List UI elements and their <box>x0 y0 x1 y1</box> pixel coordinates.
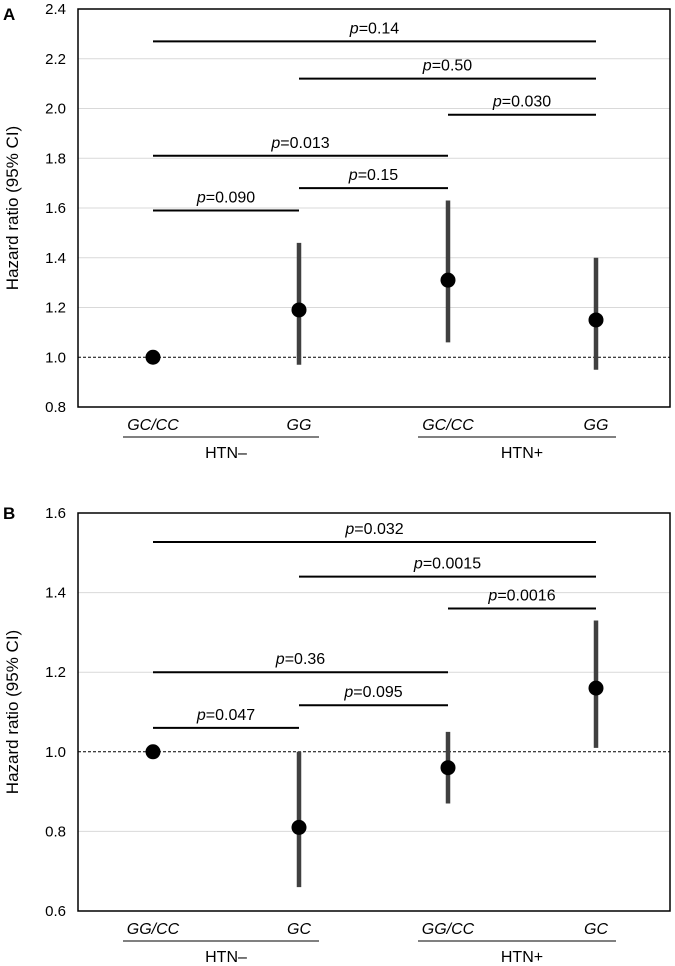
y-tick-label: 2.0 <box>45 101 66 118</box>
p-value-label: p=0.030 <box>492 94 551 111</box>
hazard-ratio-point <box>588 312 604 328</box>
p-value: =0.047 <box>206 707 255 724</box>
y-tick-label: 1.4 <box>45 250 66 267</box>
p-symbol: p <box>349 20 359 37</box>
y-axis-label: Hazard ratio (95% CI) <box>3 126 22 290</box>
y-tick-label: 1.0 <box>45 744 66 761</box>
p-value-label: p=0.032 <box>344 521 403 538</box>
p-symbol: p <box>492 94 502 111</box>
y-tick-label: 1.4 <box>45 585 66 602</box>
y-tick-label: 2.4 <box>45 1 66 18</box>
p-value: =0.013 <box>280 135 329 152</box>
p-symbol: p <box>413 556 423 573</box>
hazard-ratio-point <box>440 272 456 288</box>
p-value-label: p=0.0015 <box>413 556 481 573</box>
p-value-label: p=0.14 <box>349 20 399 37</box>
p-value: =0.14 <box>359 20 400 37</box>
genotype-label: GC <box>584 921 608 938</box>
y-tick-label: 0.6 <box>45 903 66 920</box>
p-value: =0.0015 <box>423 556 481 573</box>
y-tick-label: 0.8 <box>45 399 66 416</box>
p-value-label: p=0.047 <box>196 707 255 724</box>
p-symbol: p <box>196 707 206 724</box>
hazard-ratio-point <box>588 680 604 696</box>
group-label: HTN– <box>205 949 247 966</box>
p-value: =0.0016 <box>497 588 555 605</box>
p-value-label: p=0.013 <box>270 135 329 152</box>
genotype-label: GG/CC <box>127 921 180 938</box>
genotype-label: GC/CC <box>127 417 179 434</box>
p-value: =0.50 <box>432 58 473 75</box>
genotype-label: GC/CC <box>422 417 474 434</box>
genotype-label: GG <box>584 417 609 434</box>
hazard-ratio-point <box>145 349 161 365</box>
y-axis-label: Hazard ratio (95% CI) <box>3 630 22 794</box>
panel-a: 0.8 1.0 1.2 1.4 1.6 1.8 2.0 2.2 2.4 Hazard ratio … <box>3 1 671 462</box>
y-tick-label: 1.6 <box>45 505 66 522</box>
p-symbol: p <box>344 521 354 538</box>
y-tick-label: 1.2 <box>45 664 66 681</box>
p-value: =0.032 <box>354 521 403 538</box>
p-symbol: p <box>348 167 358 184</box>
group-label: HTN+ <box>501 949 543 966</box>
panel-label-b: B <box>3 504 15 523</box>
p-value: =0.090 <box>206 189 255 206</box>
p-value: =0.030 <box>502 94 551 111</box>
p-symbol: p <box>422 58 432 75</box>
group-label: HTN+ <box>501 445 543 462</box>
p-symbol: p <box>275 651 285 668</box>
plot-frame <box>77 8 671 408</box>
p-value-label: p=0.50 <box>422 58 472 75</box>
p-symbol: p <box>343 684 353 701</box>
p-value: =0.36 <box>285 651 326 668</box>
hazard-ratio-point <box>291 302 307 318</box>
p-value: =0.15 <box>358 167 399 184</box>
y-tick-label: 1.0 <box>45 349 66 366</box>
group-label: HTN– <box>205 445 247 462</box>
genotype-label: GG/CC <box>422 921 475 938</box>
p-value-label: p=0.15 <box>348 167 398 184</box>
y-tick-label: 0.8 <box>45 823 66 840</box>
y-tick-label: 2.2 <box>45 51 66 68</box>
genotype-label: GG <box>287 417 312 434</box>
panel-b: 0.6 0.8 1.0 1.2 1.4 1.6 Hazard ratio (95% CI) p… <box>3 505 671 966</box>
p-value-label: p=0.36 <box>275 651 325 668</box>
p-symbol: p <box>196 189 206 206</box>
y-tick-label: 1.6 <box>45 200 66 217</box>
hazard-ratio-point <box>145 744 161 760</box>
y-tick-label: 1.8 <box>45 150 66 167</box>
hazard-ratio-point <box>440 760 456 776</box>
p-value: =0.095 <box>353 684 402 701</box>
p-symbol: p <box>487 588 497 605</box>
plot-frame <box>77 512 671 912</box>
p-value-label: p=0.095 <box>343 684 402 701</box>
p-symbol: p <box>270 135 280 152</box>
hazard-ratio-point <box>291 819 307 835</box>
panel-label-a: A <box>3 5 15 24</box>
p-value-label: p=0.0016 <box>487 588 555 605</box>
y-tick-label: 1.2 <box>45 300 66 317</box>
genotype-label: GC <box>287 921 311 938</box>
p-value-label: p=0.090 <box>196 189 255 206</box>
